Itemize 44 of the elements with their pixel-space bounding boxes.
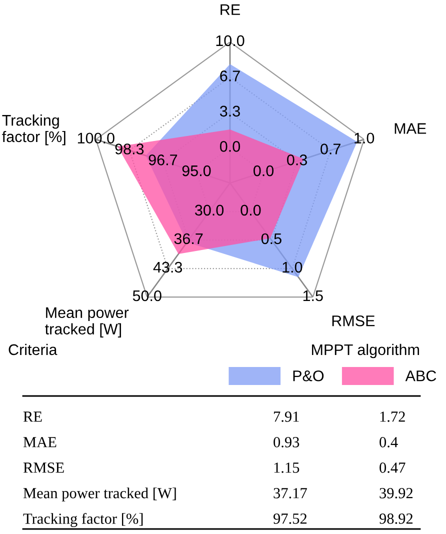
text: 95.0 bbox=[182, 165, 211, 176]
spoke-label: Mean power tracked [W] bbox=[45, 307, 129, 338]
text: Mean power tracked [W] bbox=[23, 488, 176, 502]
text: 0.7 bbox=[320, 144, 340, 154]
text: 37.17 bbox=[274, 488, 307, 498]
text: 39.92 bbox=[380, 488, 413, 498]
text: 1.0 bbox=[282, 262, 302, 273]
text: 1.0 bbox=[354, 132, 374, 144]
text: 98.3 bbox=[115, 144, 144, 154]
legend-label: ABC bbox=[405, 370, 436, 382]
text: 0.0 bbox=[220, 141, 240, 152]
text: 30.0 bbox=[194, 204, 224, 216]
spoke-label: RE bbox=[220, 4, 240, 15]
legend-label: P&O bbox=[293, 370, 324, 382]
text: Tracking factor [%] bbox=[23, 512, 143, 528]
text: MAE bbox=[23, 437, 56, 448]
text: 0.3 bbox=[287, 154, 307, 166]
text: 36.7 bbox=[174, 233, 203, 244]
spoke-label: RMSE bbox=[332, 315, 375, 326]
text: RMSE bbox=[23, 462, 64, 473]
text: 43.3 bbox=[153, 262, 182, 273]
text: 3.3 bbox=[220, 106, 240, 117]
text: 0.0 bbox=[254, 165, 274, 176]
text: 0.47 bbox=[380, 462, 406, 473]
text: 98.92 bbox=[379, 514, 413, 524]
text: 0.4 bbox=[380, 437, 398, 448]
text: 100.0 bbox=[78, 132, 114, 144]
text: 6.7 bbox=[220, 70, 240, 82]
text: 1.15 bbox=[274, 462, 300, 473]
text: 0.0 bbox=[240, 204, 261, 216]
text: 0.93 bbox=[274, 437, 300, 448]
text: 0.5 bbox=[261, 233, 282, 244]
text: 7.91 bbox=[274, 412, 299, 422]
text: MPPT algorithm bbox=[312, 344, 419, 358]
text: 1.5 bbox=[303, 290, 323, 302]
text: 97.52 bbox=[273, 514, 307, 524]
text: 1.72 bbox=[380, 412, 405, 422]
spoke-label: MAE bbox=[394, 123, 426, 134]
text: 50.0 bbox=[132, 290, 162, 302]
text: 96.7 bbox=[148, 154, 178, 166]
text: Criteria bbox=[8, 344, 58, 356]
text: RE bbox=[23, 412, 42, 422]
text: 10.0 bbox=[216, 35, 244, 46]
spoke-label: Tracking factor [%] bbox=[2, 114, 66, 146]
